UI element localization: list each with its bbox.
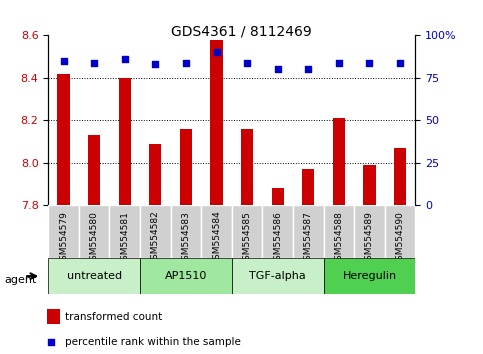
Text: GSM554586: GSM554586 bbox=[273, 211, 282, 266]
Text: transformed count: transformed count bbox=[65, 312, 162, 322]
Text: percentile rank within the sample: percentile rank within the sample bbox=[65, 337, 241, 347]
FancyBboxPatch shape bbox=[354, 205, 385, 258]
Text: AP1510: AP1510 bbox=[165, 271, 207, 281]
Point bbox=[152, 62, 159, 67]
FancyBboxPatch shape bbox=[48, 205, 79, 258]
Bar bbox=[47, 309, 60, 324]
Bar bbox=[149, 144, 161, 205]
Text: GSM554589: GSM554589 bbox=[365, 211, 374, 266]
Text: GSM554580: GSM554580 bbox=[90, 211, 99, 266]
Bar bbox=[271, 188, 284, 205]
Text: GDS4361 / 8112469: GDS4361 / 8112469 bbox=[171, 25, 312, 39]
Point bbox=[366, 60, 373, 65]
Point bbox=[60, 58, 68, 64]
FancyBboxPatch shape bbox=[48, 258, 140, 294]
FancyBboxPatch shape bbox=[324, 258, 415, 294]
Text: GSM554588: GSM554588 bbox=[334, 211, 343, 266]
Point bbox=[121, 56, 128, 62]
Bar bbox=[180, 129, 192, 205]
FancyBboxPatch shape bbox=[79, 205, 110, 258]
Bar bbox=[57, 74, 70, 205]
FancyBboxPatch shape bbox=[232, 258, 324, 294]
Text: untreated: untreated bbox=[67, 271, 122, 281]
Text: Heregulin: Heregulin bbox=[342, 271, 397, 281]
FancyBboxPatch shape bbox=[110, 205, 140, 258]
Point bbox=[304, 67, 312, 72]
Bar bbox=[394, 148, 406, 205]
Text: GSM554583: GSM554583 bbox=[182, 211, 190, 266]
FancyBboxPatch shape bbox=[140, 258, 232, 294]
Text: GSM554585: GSM554585 bbox=[242, 211, 252, 266]
Text: TGF-alpha: TGF-alpha bbox=[249, 271, 306, 281]
Text: GSM554587: GSM554587 bbox=[304, 211, 313, 266]
Point bbox=[274, 67, 282, 72]
Bar bbox=[211, 40, 223, 205]
Text: GSM554582: GSM554582 bbox=[151, 211, 160, 266]
Point bbox=[90, 60, 98, 65]
FancyBboxPatch shape bbox=[324, 205, 354, 258]
FancyBboxPatch shape bbox=[262, 205, 293, 258]
Text: GSM554579: GSM554579 bbox=[59, 211, 68, 266]
Bar bbox=[241, 129, 253, 205]
Point bbox=[243, 60, 251, 65]
Text: GSM554581: GSM554581 bbox=[120, 211, 129, 266]
FancyBboxPatch shape bbox=[232, 205, 262, 258]
Bar bbox=[333, 118, 345, 205]
Text: agent: agent bbox=[5, 275, 37, 285]
Text: GSM554590: GSM554590 bbox=[396, 211, 405, 266]
FancyBboxPatch shape bbox=[140, 205, 170, 258]
Point bbox=[396, 60, 404, 65]
FancyBboxPatch shape bbox=[201, 205, 232, 258]
FancyBboxPatch shape bbox=[385, 205, 415, 258]
Bar bbox=[302, 169, 314, 205]
Point bbox=[213, 50, 220, 55]
Bar bbox=[119, 78, 131, 205]
FancyBboxPatch shape bbox=[293, 205, 324, 258]
Point bbox=[182, 60, 190, 65]
Text: GSM554584: GSM554584 bbox=[212, 211, 221, 266]
Bar bbox=[363, 165, 376, 205]
FancyBboxPatch shape bbox=[170, 205, 201, 258]
Bar bbox=[88, 135, 100, 205]
Point bbox=[335, 60, 343, 65]
Point bbox=[363, 214, 370, 219]
